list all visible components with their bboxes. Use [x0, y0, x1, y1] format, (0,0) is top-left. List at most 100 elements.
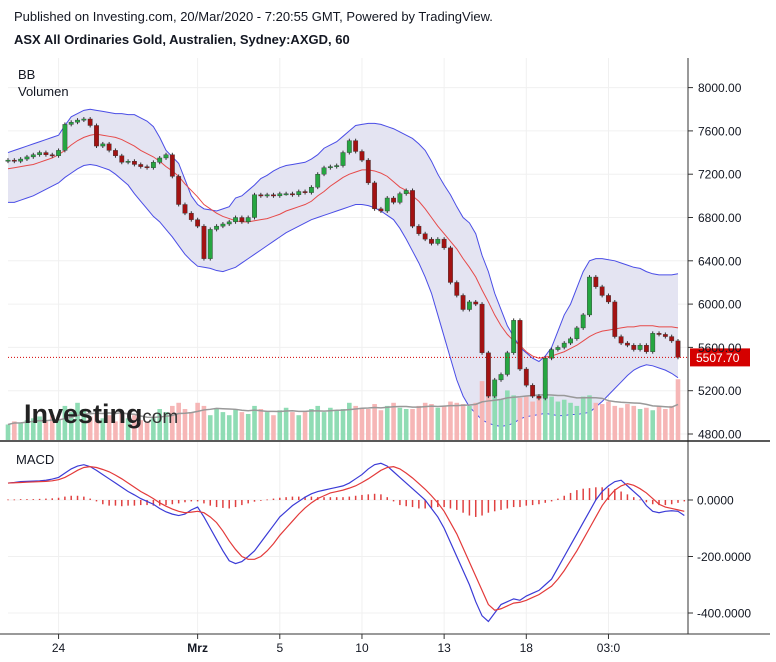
volume-bar	[328, 407, 333, 440]
bull-candle	[62, 124, 68, 151]
volume-bar	[580, 396, 586, 440]
macd-histogram-bar	[64, 496, 66, 500]
volume-bar	[132, 415, 137, 440]
bear-candle	[290, 193, 295, 196]
bull-candle	[511, 320, 517, 354]
macd-histogram-bar	[76, 495, 79, 500]
volume-bar	[138, 420, 144, 440]
volume-bars	[5, 378, 681, 440]
macd-histogram-bar	[550, 500, 553, 502]
macd-histogram-bar	[7, 499, 9, 501]
macd-histogram-bar	[57, 497, 60, 500]
volume-bar	[182, 409, 188, 440]
volume-bar	[429, 404, 434, 440]
bull-candle	[504, 352, 510, 375]
macd-histogram-bar	[651, 500, 654, 505]
volume-bar	[675, 379, 681, 440]
bollinger-bands	[7, 108, 679, 427]
bear-candle	[119, 155, 125, 163]
volume-bar	[498, 399, 504, 440]
volume-bar	[87, 416, 93, 440]
macd-histogram-bar	[576, 490, 578, 500]
macd-histogram-bar	[380, 494, 382, 500]
bull-candle	[321, 167, 327, 175]
bear-candle	[479, 303, 485, 354]
published-line: Published on Investing.com, 20/Mar/2020 …	[14, 9, 493, 24]
volume-bar	[176, 402, 181, 440]
macd-tick-label: -400.0000	[697, 607, 751, 621]
macd-histogram-bar	[70, 495, 72, 500]
bear-candle	[631, 345, 637, 350]
chart-title: ASX All Ordinaries Gold, Australien, Syd…	[14, 32, 350, 47]
macd-histogram-bar	[563, 495, 565, 500]
macd-histogram-bar	[51, 498, 53, 500]
volume-bar	[365, 409, 371, 440]
macd-histogram-bar	[633, 497, 635, 500]
volume-bar	[264, 412, 270, 440]
macd-histogram-bar	[443, 500, 445, 508]
volume-bar	[353, 405, 358, 440]
macd-histogram-bar	[418, 500, 420, 509]
volume-bar	[157, 409, 162, 440]
macd-histogram-bar	[241, 500, 243, 506]
bear-candle	[593, 276, 599, 287]
macd-histogram-bar	[531, 500, 534, 506]
bear-candle	[138, 164, 144, 167]
bear-candle	[302, 191, 308, 193]
volume-bar	[30, 418, 36, 440]
macd-pane	[7, 462, 686, 623]
bull-candle	[296, 191, 302, 195]
volume-bar	[195, 402, 200, 440]
bear-candle	[422, 233, 428, 240]
macd-histogram-bar	[253, 500, 256, 502]
bear-candle	[106, 143, 112, 151]
pane-label-macd: MACD	[16, 452, 54, 467]
volume-bar	[75, 402, 80, 440]
bear-candle	[536, 395, 542, 399]
macd-histogram-bar	[588, 488, 591, 500]
volume-bar	[125, 418, 131, 440]
macd-histogram-bar	[32, 499, 35, 500]
macd-histogram-bar	[386, 497, 388, 500]
volume-bar	[277, 410, 283, 440]
macd-histogram-bar	[177, 500, 180, 504]
price-tick-label: 8000.00	[698, 81, 742, 95]
bear-candle	[239, 217, 245, 223]
macd-histogram-bar	[304, 496, 306, 500]
bear-candle	[94, 125, 99, 147]
macd-histogram-bar	[468, 500, 471, 516]
macd-histogram-bar	[639, 499, 641, 501]
bull-candle	[498, 374, 504, 381]
bull-candle	[435, 238, 441, 244]
bear-candle	[485, 352, 491, 397]
bull-candle	[163, 154, 169, 159]
macd-histogram-bar	[45, 498, 47, 500]
bull-candle	[555, 347, 561, 350]
volume-bar	[454, 402, 460, 440]
bear-candle	[359, 151, 365, 161]
last-price-label: 5507.70	[696, 351, 740, 365]
pane-label-volume: Volumen	[18, 84, 69, 99]
volume-bar	[106, 415, 112, 440]
volume-bar	[321, 412, 327, 440]
bull-candle	[5, 159, 11, 162]
macd-histogram-bar	[405, 500, 407, 507]
volume-bar	[568, 402, 573, 440]
bear-candle	[271, 194, 276, 197]
time-tick-label: 13	[437, 641, 451, 655]
bull-candle	[226, 221, 232, 225]
volume-bar	[49, 415, 55, 440]
volume-bar	[258, 409, 264, 440]
bear-candle	[625, 342, 630, 346]
bull-candle	[542, 358, 548, 399]
bull-candle	[549, 349, 554, 359]
macd-histogram-bar	[348, 496, 351, 500]
volume-bar	[542, 378, 548, 440]
bull-candle	[24, 156, 30, 160]
volume-bar	[24, 420, 30, 440]
time-tick-label: 10	[355, 641, 369, 655]
bear-candle	[176, 176, 182, 205]
volume-bar	[403, 409, 409, 440]
macd-histogram-bar	[506, 500, 509, 509]
bull-candle	[492, 379, 498, 397]
